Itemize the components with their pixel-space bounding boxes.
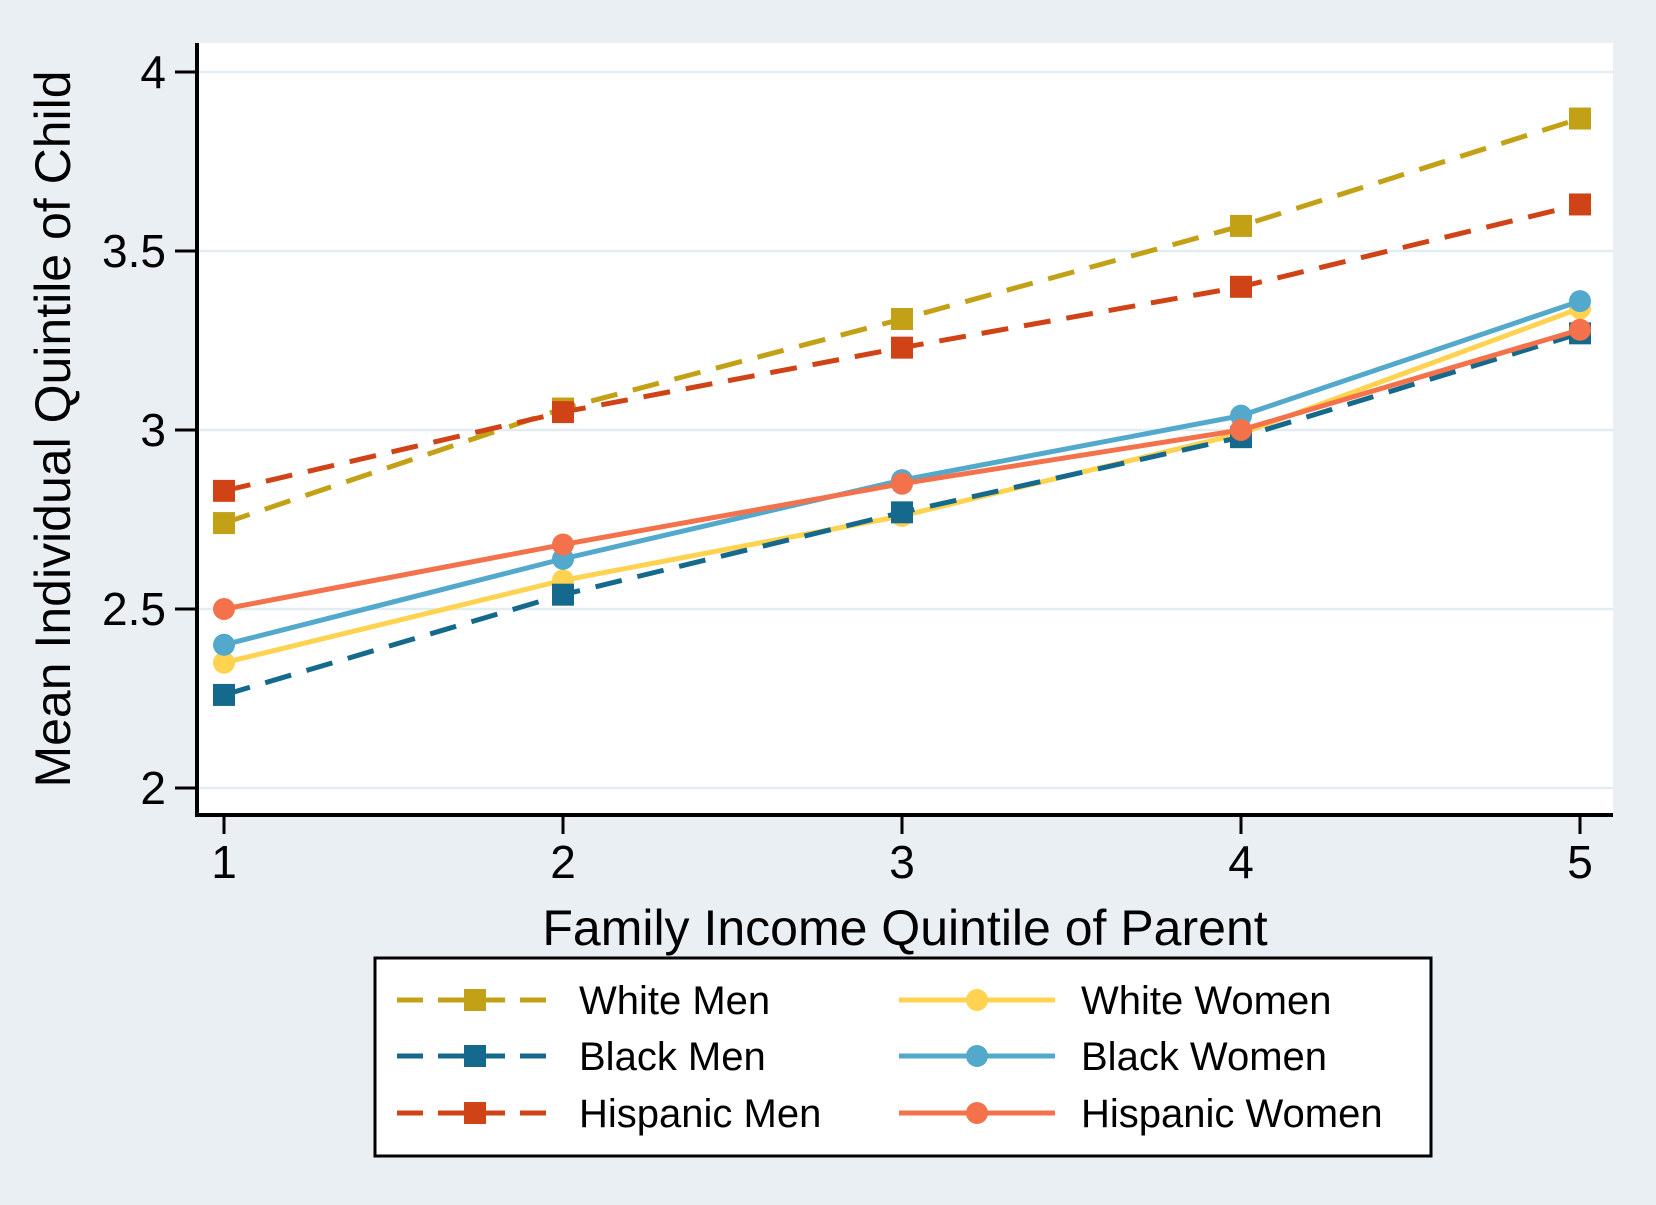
marker-circle-hispanic-women: [1230, 419, 1252, 441]
series-hispanic-men: [213, 193, 1591, 502]
marker-square-black-men: [213, 683, 235, 706]
legend-label-black-men: Black Men: [579, 1035, 766, 1079]
marker-circle-hispanic-women: [891, 472, 913, 495]
y-tick-label: 2.5: [102, 583, 166, 635]
marker-square-black-men: [552, 583, 574, 606]
marker-square-hispanic-men: [1569, 193, 1591, 216]
x-axis-title: Family Income Quintile of Parent: [542, 900, 1267, 956]
y-tick-label: 3.5: [102, 225, 166, 277]
marker-circle-white-women: [213, 651, 235, 674]
legend-item-white-women: White Women: [899, 979, 1331, 1023]
marker-square-black-men: [891, 501, 913, 524]
y-axis-title: Mean Individual Quintile of Child: [25, 70, 81, 787]
legend-label-hispanic-men: Hispanic Men: [579, 1092, 821, 1136]
marker-square-white-men: [891, 308, 913, 331]
legend-marker-square-hispanic-men: [464, 1102, 486, 1124]
legend-item-white-men: White Men: [397, 979, 770, 1023]
y-tick-label: 3: [140, 404, 166, 456]
legend-marker-circle-white-women: [966, 989, 988, 1011]
marker-square-hispanic-men: [1230, 275, 1252, 298]
series-hispanic-women: [213, 318, 1591, 620]
marker-square-white-men: [1569, 107, 1591, 130]
marker-square-white-men: [1230, 214, 1252, 237]
marker-square-hispanic-men: [552, 401, 574, 424]
legend-label-black-women: Black Women: [1081, 1035, 1327, 1079]
legend-marker-square-white-men: [464, 989, 486, 1011]
legend-item-hispanic-women: Hispanic Women: [899, 1092, 1383, 1136]
marker-square-hispanic-men: [213, 479, 235, 502]
legend-marker-square-black-men: [464, 1045, 486, 1067]
x-tick-label: 5: [1567, 836, 1593, 888]
x-tick-label: 3: [889, 836, 915, 888]
legend-label-white-men: White Men: [579, 979, 770, 1023]
legend-label-hispanic-women: Hispanic Women: [1081, 1092, 1383, 1136]
marker-circle-black-women: [213, 633, 235, 656]
legend-marker-circle-black-women: [966, 1045, 988, 1067]
x-tick-label: 2: [550, 836, 576, 888]
marker-circle-hispanic-women: [552, 533, 574, 556]
marker-circle-black-women: [1569, 290, 1591, 313]
x-tick-label: 4: [1228, 836, 1254, 888]
legend-marker-circle-hispanic-women: [966, 1102, 988, 1124]
marker-circle-hispanic-women: [1569, 318, 1591, 341]
marker-circle-hispanic-women: [213, 598, 235, 620]
legend-label-white-women: White Women: [1081, 979, 1331, 1023]
x-tick-label: 1: [211, 836, 237, 888]
legend-item-black-women: Black Women: [899, 1035, 1327, 1079]
marker-square-white-men: [213, 512, 235, 535]
legend-item-black-men: Black Men: [397, 1035, 766, 1079]
legend-item-hispanic-men: Hispanic Men: [397, 1092, 821, 1136]
marker-square-hispanic-men: [891, 336, 913, 359]
y-tick-label: 2: [140, 762, 166, 814]
y-tick-label: 4: [140, 46, 166, 98]
